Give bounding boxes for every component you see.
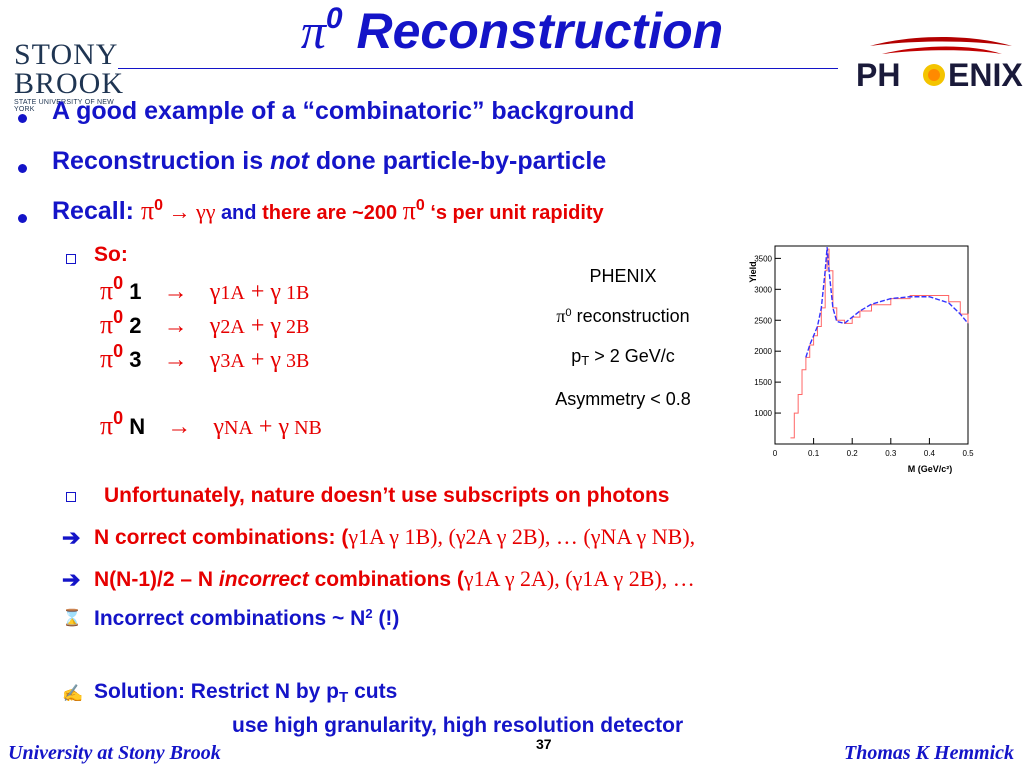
- phenix-logo-left: PH: [856, 57, 900, 93]
- phenix-logo-right: ENIX: [948, 57, 1023, 93]
- series-line-0: [790, 248, 969, 439]
- arrow-bullet-icon: ➔: [62, 525, 81, 550]
- x-tick-label: 0: [773, 449, 778, 458]
- x-tick-label: 0.2: [847, 449, 859, 458]
- recall-count: there are ~200: [262, 202, 403, 224]
- recall-and: and: [220, 202, 263, 224]
- recall-label: Recall:: [52, 197, 141, 225]
- title-pi: π: [300, 3, 326, 59]
- series-line-1: [805, 247, 969, 358]
- decay-row-2: π0 2 → γ2A + γ 2B: [100, 307, 310, 339]
- unfortunately-line: Unfortunately, nature doesn’t use subscr…: [104, 484, 670, 507]
- decay-row-n: π0 N → γNA + γ NB: [100, 408, 322, 440]
- x-tick-label: 0.3: [885, 449, 897, 458]
- correct-combinations-line: N correct combinations: (γ1A γ 1B), (γ2A…: [94, 524, 696, 549]
- bullet-2-end: done particle-by-particle: [308, 147, 607, 175]
- y-tick-label: 1500: [754, 378, 772, 387]
- decay-row-3: π0 3 → γ3A + γ 3B: [100, 341, 310, 373]
- bullet-2-emphasis: not: [270, 147, 309, 175]
- arrow-right-icon: →: [163, 346, 188, 373]
- recall-end: ‘s per unit rapidity: [424, 202, 604, 224]
- x-axis-label: M (GeV/c²): [908, 464, 953, 474]
- chart-series: [790, 247, 969, 439]
- y-tick-label: 3000: [754, 285, 772, 294]
- recall-sup: 0: [154, 197, 163, 215]
- square-bullet-icon: [66, 492, 76, 502]
- arrow-right-icon: →: [163, 278, 188, 305]
- x-axis-ticks: 0 0.1 0.2 0.3 0.4 0.5: [773, 438, 974, 458]
- x-tick-label: 0.4: [924, 449, 936, 458]
- bullet-dot-icon: [18, 164, 27, 173]
- phenix-wing-top: [870, 37, 1012, 46]
- arrow-right-icon: →: [167, 413, 192, 440]
- bullet-dot-icon: [18, 214, 27, 223]
- x-tick-label: 0.1: [808, 449, 820, 458]
- info-phenix: PHENIX: [589, 266, 657, 286]
- info-pi0-reconstruction: π0 reconstruction: [556, 306, 690, 326]
- page-number: 37: [536, 736, 552, 752]
- y-axis-label: Yield: [748, 261, 758, 282]
- solution-detail-line: use high granularity, high resolution de…: [232, 714, 684, 737]
- so-label: So:: [94, 243, 128, 266]
- y-tick-label: 2500: [754, 316, 772, 325]
- writing-hand-icon: ✍: [62, 684, 84, 703]
- x-tick-label: 0.5: [962, 449, 974, 458]
- logo-line1: STONY: [14, 38, 119, 71]
- recall-pi: π: [140, 196, 155, 225]
- bullet-2-start: Reconstruction is: [52, 147, 271, 175]
- y-tick-label: 3500: [754, 254, 772, 263]
- arrow-bullet-icon: ➔: [62, 567, 81, 592]
- info-pt-cut: pT > 2 GeV/c: [571, 346, 675, 369]
- incorrect-combinations-line: N(N-1)/2 – N incorrect combinations (γ1A…: [94, 566, 695, 591]
- footer-author: Thomas K Hemmick: [844, 742, 1014, 764]
- title-text: Reconstruction: [342, 3, 724, 59]
- phenix-wing-mid: [882, 46, 1002, 54]
- title-sup: 0: [325, 2, 343, 35]
- title-rule: [118, 68, 838, 69]
- recall-decay: → γγ: [162, 199, 221, 224]
- stony-brook-logo: STONY BROOK STATE UNIVERSITY OF NEW YORK: [14, 38, 132, 114]
- invariant-mass-chart: 1000 1500 2000 2500 3000 3500 0 0.1 0.2 0.3 0.4 0.…: [748, 245, 974, 474]
- y-axis-ticks: 1000 1500 2000 2500 3000 3500: [754, 254, 781, 418]
- logo-subtitle: STATE UNIVERSITY OF NEW YORK: [14, 99, 114, 113]
- arrow-right-icon: →: [163, 312, 188, 339]
- square-bullet-icon: [66, 254, 76, 264]
- bullet-2: Reconstruction is not done particle-by-p…: [52, 147, 606, 176]
- recall-sup-2: 0: [415, 197, 425, 215]
- bullet-1: A good example of a “combinatoric” backg…: [52, 97, 635, 125]
- phenix-logo: PH ENIX: [856, 37, 1023, 93]
- hourglass-icon: ⌛: [62, 610, 82, 627]
- recall-pi-2: π: [402, 196, 416, 225]
- scaling-line: Incorrect combinations ~ N2 (!): [94, 606, 400, 631]
- logo-line2: BROOK: [14, 67, 125, 100]
- y-tick-label: 2000: [754, 347, 772, 356]
- bullet-3: Recall: π0 → γγ and there are ~200 π0 ‘s…: [52, 196, 604, 226]
- slide-title: π0 Reconstruction: [0, 2, 1024, 60]
- info-asymmetry: Asymmetry < 0.8: [555, 389, 691, 409]
- solution-line: Solution: Restrict N by pT cuts: [94, 680, 398, 706]
- decay-row-1: π0 1 → γ1A + γ 1B: [100, 273, 310, 305]
- footer-university: University at Stony Brook: [8, 742, 221, 764]
- bullet-dot-icon: [18, 114, 27, 123]
- y-tick-label: 1000: [754, 409, 772, 418]
- plot-frame: [774, 245, 969, 445]
